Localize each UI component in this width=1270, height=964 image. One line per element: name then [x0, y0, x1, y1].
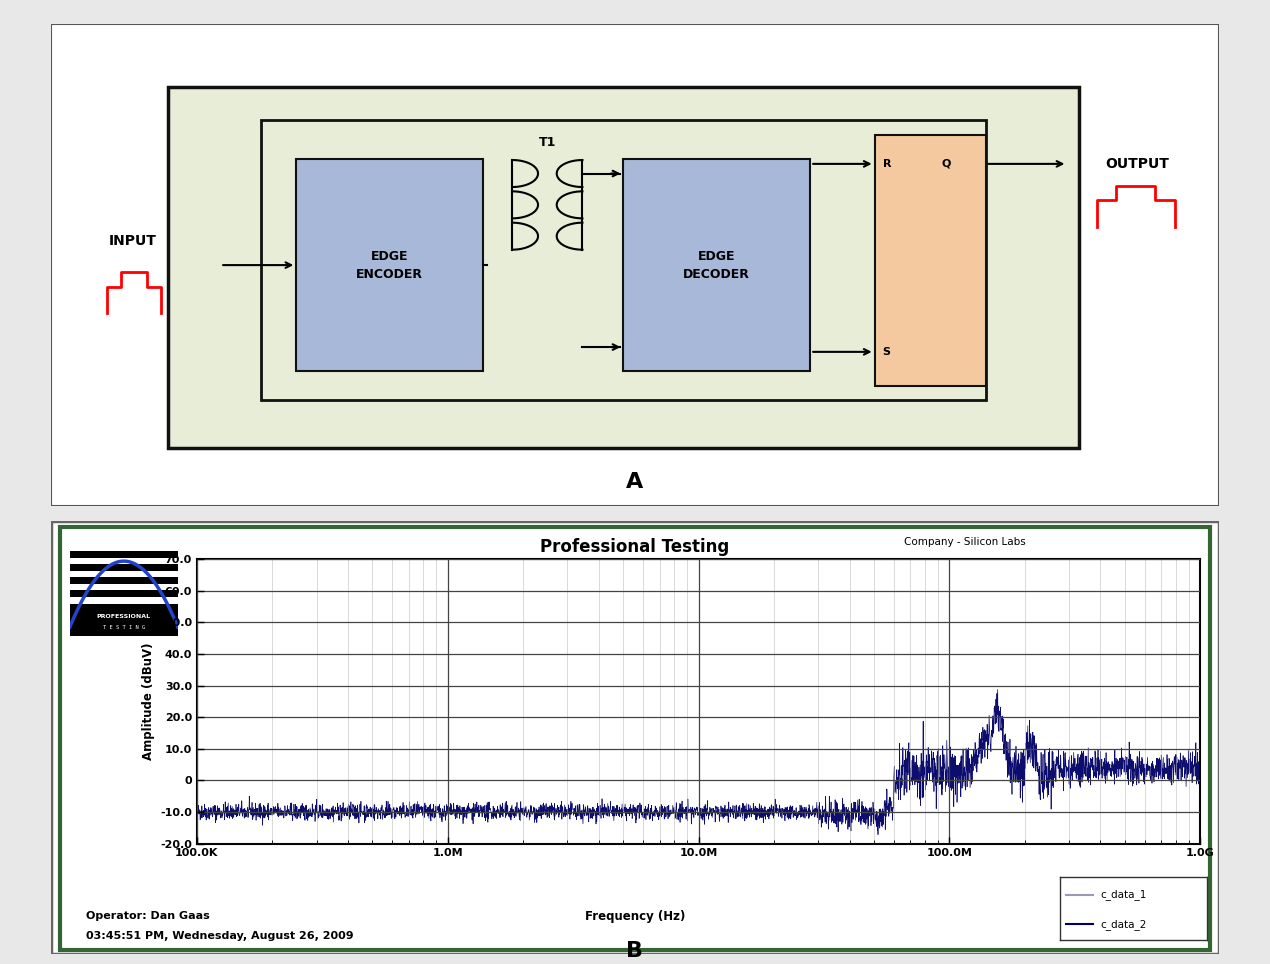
Y-axis label: Amplitude (dBuV): Amplitude (dBuV)	[141, 643, 155, 760]
Text: OUTPUT: OUTPUT	[1105, 157, 1170, 171]
Text: T1: T1	[538, 136, 556, 148]
Text: R: R	[883, 159, 892, 169]
Text: A: A	[626, 472, 644, 492]
Text: Q: Q	[941, 159, 950, 169]
Bar	[296, 159, 483, 371]
Text: Company - Silicon Labs: Company - Silicon Labs	[904, 537, 1025, 548]
Text: EDGE
ENCODER: EDGE ENCODER	[356, 250, 423, 281]
Bar	[70, 607, 178, 636]
Text: 03:45:51 PM, Wednesday, August 26, 2009: 03:45:51 PM, Wednesday, August 26, 2009	[86, 931, 353, 941]
Bar	[70, 577, 178, 584]
Text: Frequency (Hz): Frequency (Hz)	[584, 910, 686, 923]
Text: c_data_1: c_data_1	[1100, 890, 1147, 900]
Bar	[70, 564, 178, 571]
Text: SAE J1752-3: SAE J1752-3	[591, 557, 679, 571]
Text: - ÿ: - ÿ	[904, 663, 917, 673]
Text: Operator: Dan Gaas: Operator: Dan Gaas	[86, 911, 210, 922]
Text: c_data_2: c_data_2	[1100, 919, 1147, 929]
Bar	[70, 571, 178, 577]
Text: B: B	[626, 941, 644, 961]
Text: PROFESSIONAL: PROFESSIONAL	[97, 614, 151, 619]
Bar	[70, 629, 178, 636]
Bar	[70, 603, 178, 610]
Text: Model # -: Model # -	[904, 562, 954, 573]
Bar	[70, 545, 178, 551]
Text: S: S	[883, 347, 890, 357]
Bar	[624, 159, 810, 371]
Text: Description - ADuM 1402 LOW-90: Description - ADuM 1402 LOW-90	[904, 588, 1078, 598]
Bar	[70, 558, 178, 564]
Bar	[70, 584, 178, 590]
Bar	[70, 551, 178, 558]
Text: Radiated Emissions .150-1000 MHz: Radiated Emissions .150-1000 MHz	[531, 573, 739, 585]
Bar	[70, 590, 178, 597]
Text: EDGE
DECODER: EDGE DECODER	[683, 250, 751, 281]
Text: Professional Testing: Professional Testing	[540, 538, 730, 555]
Bar	[70, 610, 178, 617]
Text: Voltage -: Voltage -	[904, 638, 950, 648]
Bar	[262, 120, 986, 400]
Bar	[70, 597, 178, 603]
Bar	[168, 87, 1080, 448]
Text: T E S T I N G: T E S T I N G	[103, 626, 145, 630]
Text: Project # - 10235-90: Project # - 10235-90	[904, 613, 1012, 623]
Bar	[875, 135, 986, 386]
Bar	[70, 617, 178, 623]
Bar	[70, 623, 178, 629]
Text: INPUT: INPUT	[109, 234, 156, 248]
